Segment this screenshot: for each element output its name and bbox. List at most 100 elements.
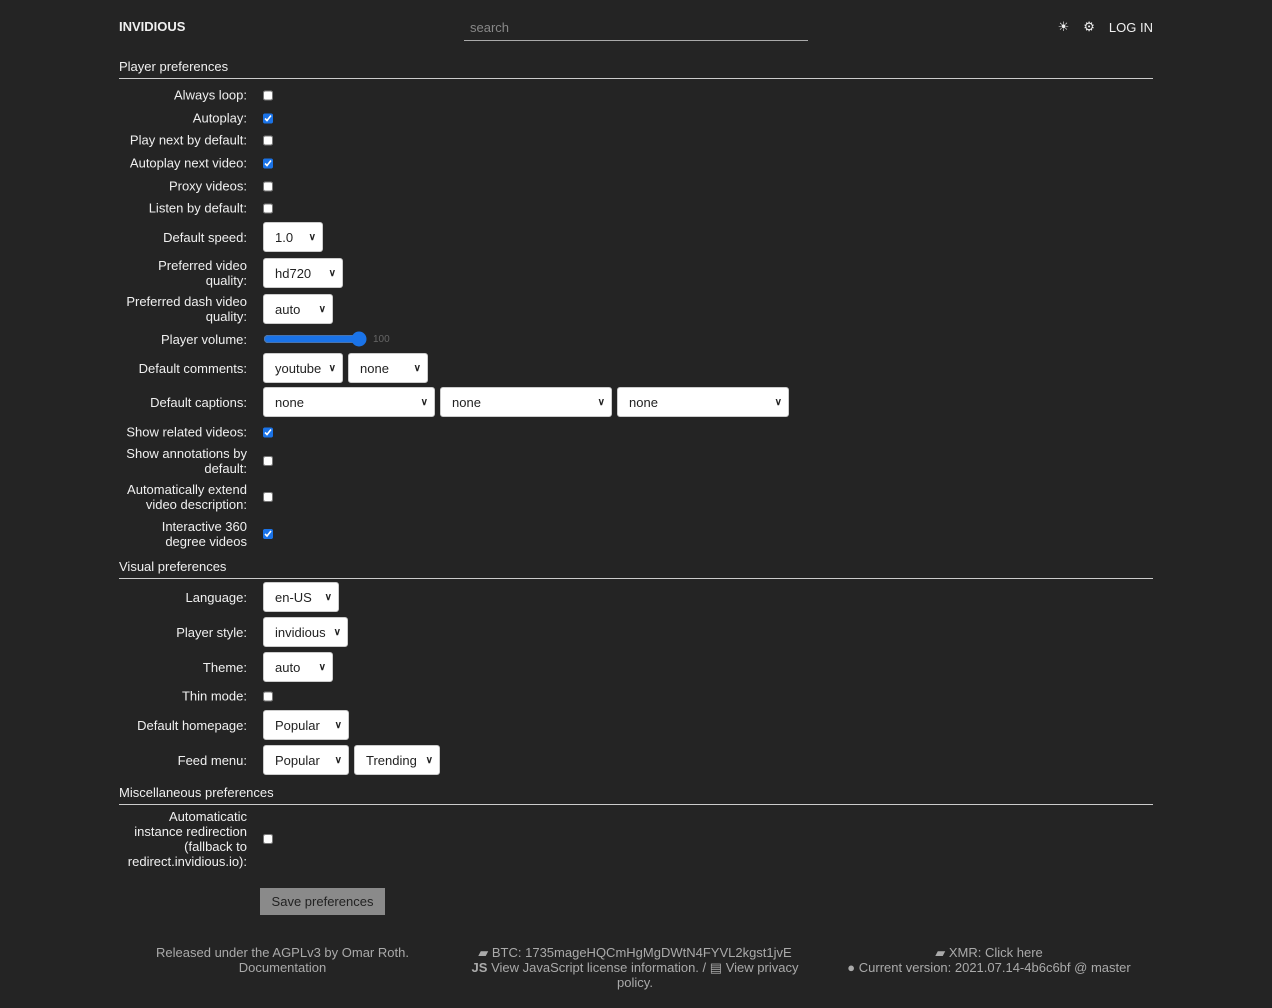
selected-option: invidious <box>275 624 326 640</box>
pref-label: Preferred video quality: <box>158 258 247 288</box>
pref-select[interactable]: none ∨ <box>348 353 428 383</box>
login-link[interactable]: LOG IN <box>1108 19 1153 35</box>
gear-icon[interactable]: ⚙ <box>1083 19 1095 34</box>
pref-row: Autoplay: <box>119 111 273 126</box>
btc-address: BTC: 1735mageHQCmHgMgDWtN4FYVL2kgst1jvE <box>491 945 792 960</box>
pref-checkbox[interactable] <box>263 113 273 123</box>
documentation-link[interactable]: Documentation <box>238 960 327 975</box>
pref-select[interactable]: none ∨ <box>263 387 435 417</box>
pref-row: Autoplay next video: <box>119 156 273 171</box>
pref-checkbox[interactable] <box>263 492 273 502</box>
pref-row: Thin mode: <box>119 689 273 704</box>
save-preferences-button[interactable]: Save preferences <box>260 888 385 915</box>
pref-label: Always loop: <box>174 87 247 103</box>
pref-row: Proxy videos: <box>119 179 273 194</box>
pref-control: Popular ∨ Trending ∨ <box>263 745 440 775</box>
selected-option: none <box>452 394 481 410</box>
pref-control <box>263 203 273 213</box>
pref-checkbox[interactable] <box>263 834 273 844</box>
pref-control <box>263 456 273 466</box>
selected-option: 1.0 <box>275 229 294 245</box>
pref-label: Theme: <box>202 659 247 675</box>
pref-row: Show related videos: <box>119 425 273 440</box>
brand-logo[interactable]: INVIDIOUS <box>119 19 186 34</box>
chevron-down-icon: ∨ <box>425 754 433 766</box>
pref-control: hd720 ∨ <box>263 258 343 288</box>
pref-row: Player style: invidious ∨ <box>119 617 348 647</box>
search-input[interactable] <box>464 14 808 41</box>
pref-label: Autoplay: <box>192 110 247 126</box>
selected-option: none <box>275 394 304 410</box>
footer-left: Released under the AGPLv3 by Omar Roth. … <box>150 945 415 975</box>
pref-row: Default speed: 1.0 ∨ <box>119 222 323 252</box>
selected-option: Trending <box>366 752 417 768</box>
section-visual: Visual preferences <box>119 559 1153 579</box>
pref-checkbox[interactable] <box>263 456 273 466</box>
pref-control <box>263 691 273 701</box>
pref-row: Show annotations by default: <box>119 446 273 476</box>
chevron-down-icon: ∨ <box>597 396 605 408</box>
xmr-link[interactable]: XMR: Click here <box>948 945 1043 960</box>
document-icon: ▤ <box>709 960 723 975</box>
pref-select[interactable]: none ∨ <box>617 387 789 417</box>
pref-checkbox[interactable] <box>263 135 273 145</box>
pref-checkbox[interactable] <box>263 203 273 213</box>
pref-control <box>263 427 273 437</box>
volume-control: 100 <box>263 331 390 347</box>
pref-select[interactable]: auto ∨ <box>263 294 333 324</box>
js-license-link[interactable]: View JavaScript license information. <box>491 960 699 975</box>
js-icon: JS <box>471 960 488 975</box>
footer-center: ▰ BTC: 1735mageHQCmHgMgDWtN4FYVL2kgst1jv… <box>470 945 800 990</box>
pref-control: auto ∨ <box>263 652 333 682</box>
pref-control: none ∨ none ∨ none ∨ <box>263 387 789 417</box>
pref-select[interactable]: invidious ∨ <box>263 617 348 647</box>
pref-label: Player volume: <box>161 331 247 347</box>
pref-control: auto ∨ <box>263 294 333 324</box>
pref-control <box>263 834 273 844</box>
pref-select[interactable]: Popular ∨ <box>263 710 349 740</box>
pref-control <box>263 158 273 168</box>
pref-label: Default captions: <box>150 394 247 410</box>
pref-label: Automatically extend video description: <box>127 482 247 512</box>
chevron-down-icon: ∨ <box>334 719 342 731</box>
pref-checkbox[interactable] <box>263 90 273 100</box>
pref-select[interactable]: 1.0 ∨ <box>263 222 323 252</box>
pref-select[interactable]: auto ∨ <box>263 652 333 682</box>
pref-select[interactable]: Popular ∨ <box>263 745 349 775</box>
selected-option: none <box>360 360 389 376</box>
selected-option: none <box>629 394 658 410</box>
chevron-down-icon: ∨ <box>333 626 341 638</box>
chevron-down-icon: ∨ <box>334 754 342 766</box>
chevron-down-icon: ∨ <box>420 396 428 408</box>
pref-checkbox[interactable] <box>263 691 273 701</box>
pref-control <box>263 113 273 123</box>
chevron-down-icon: ∨ <box>328 267 336 279</box>
pref-label: Listen by default: <box>148 200 247 216</box>
pref-label: Preferred dash video quality: <box>126 294 247 324</box>
pref-checkbox[interactable] <box>263 158 273 168</box>
pref-select[interactable]: Trending ∨ <box>354 745 440 775</box>
pref-select[interactable]: hd720 ∨ <box>263 258 343 288</box>
sun-icon[interactable]: ☀ <box>1057 19 1070 34</box>
chevron-down-icon: ∨ <box>318 661 326 673</box>
pref-checkbox[interactable] <box>263 529 273 539</box>
pref-control: 1.0 ∨ <box>263 222 323 252</box>
volume-value: 100 <box>373 333 390 345</box>
privacy-link[interactable]: View privacy policy. <box>617 960 799 990</box>
pref-label: Automaticatic instance redirection (fall… <box>127 809 247 869</box>
pref-select[interactable]: en-US ∨ <box>263 582 339 612</box>
pref-checkbox[interactable] <box>263 427 273 437</box>
volume-slider[interactable] <box>263 331 367 347</box>
pref-label: Play next by default: <box>129 132 247 148</box>
pref-row: Play next by default: <box>119 133 273 148</box>
pref-select[interactable]: none ∨ <box>440 387 612 417</box>
pref-checkbox[interactable] <box>263 181 273 191</box>
pref-control: youtube ∨ none ∨ <box>263 353 428 383</box>
section-misc: Miscellaneous preferences <box>119 785 1153 805</box>
pref-row: Player volume: 100 <box>119 331 390 347</box>
pref-control: 100 <box>263 331 390 347</box>
pref-select[interactable]: youtube ∨ <box>263 353 343 383</box>
selected-option: en-US <box>275 589 312 605</box>
pref-row: Feed menu: Popular ∨ Trending ∨ <box>119 745 440 775</box>
section-player: Player preferences <box>119 59 1153 79</box>
